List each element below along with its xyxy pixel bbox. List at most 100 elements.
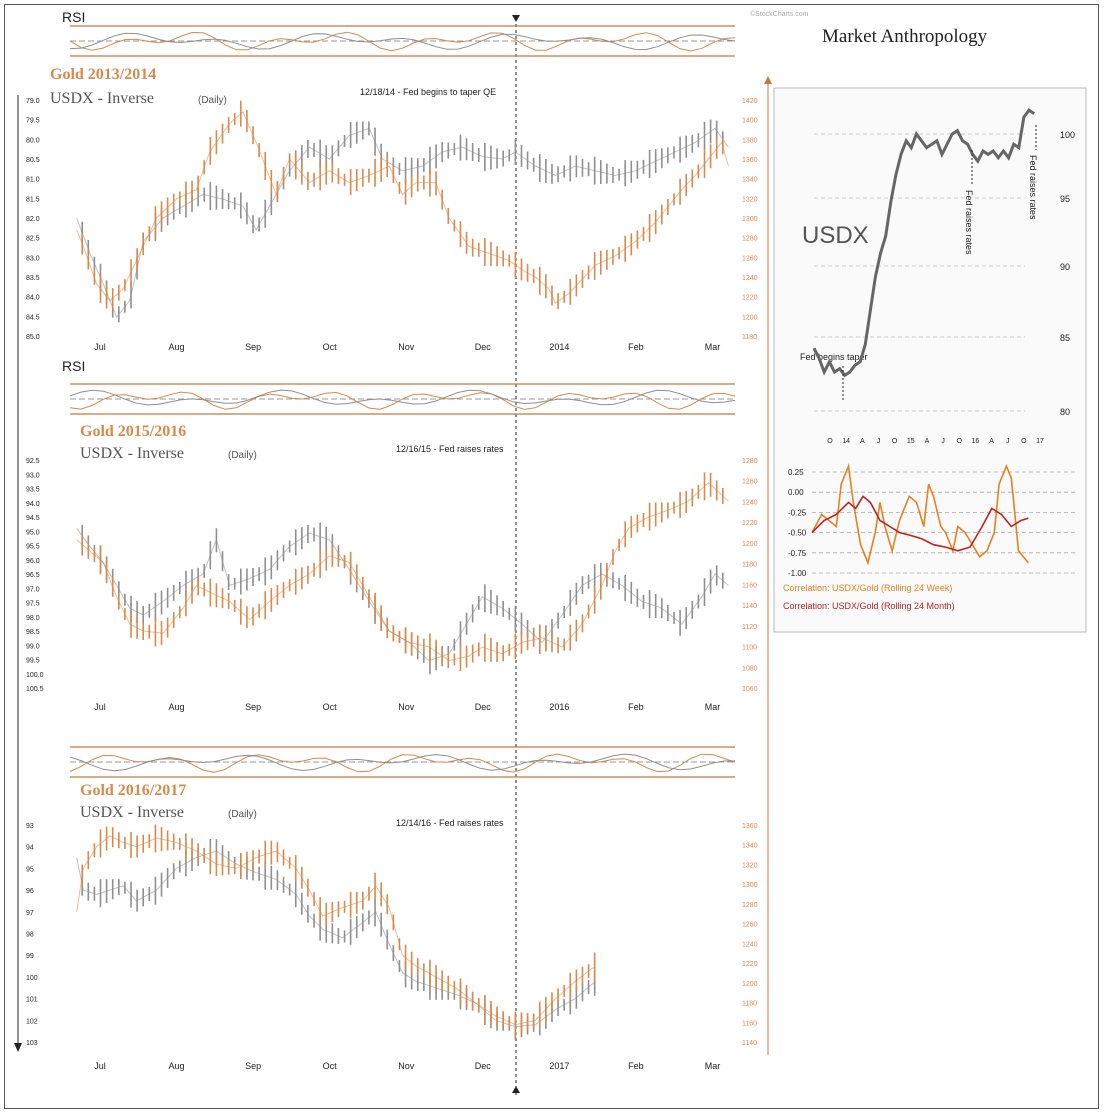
corr-y-tick: 0.25 bbox=[788, 468, 804, 477]
brand-title: Market Anthropology bbox=[822, 26, 988, 47]
usdx-line bbox=[76, 850, 596, 1028]
month-tick-label: 2014 bbox=[549, 342, 569, 352]
gold-tick-label: 1200 bbox=[742, 541, 758, 548]
panel2-annotation: 12/16/15 - Fed raises rates bbox=[396, 444, 504, 454]
panel3-title-daily: (Daily) bbox=[228, 809, 257, 820]
month-tick-label: Aug bbox=[169, 1061, 185, 1071]
usdx-tick-label: 100.5 bbox=[26, 686, 44, 693]
month-tick-label: Dec bbox=[475, 702, 492, 712]
usdx-x-tick: J bbox=[941, 438, 945, 445]
gold-tick-label: 1300 bbox=[742, 882, 758, 889]
month-tick-label: Dec bbox=[475, 342, 492, 352]
corr-week-line bbox=[811, 462, 1029, 566]
gold-tick-label: 1280 bbox=[742, 236, 758, 243]
usdx-y-tick: 90 bbox=[1060, 262, 1070, 272]
event-top-marker bbox=[512, 15, 520, 22]
gold-tick-label: 1100 bbox=[742, 645, 757, 652]
rsi-gold-line bbox=[69, 391, 736, 410]
usdx-tick-label: 80.5 bbox=[26, 157, 40, 164]
usdx-x-tick: 17 bbox=[1036, 438, 1044, 445]
gold-tick-label: 1140 bbox=[742, 603, 757, 610]
gold-tick-label: 1180 bbox=[742, 562, 757, 569]
usdx-tick-label: 84.0 bbox=[26, 295, 40, 302]
usdx-tick-label: 83.0 bbox=[26, 255, 40, 262]
usdx-tick-label: 82.5 bbox=[26, 236, 40, 243]
usdx-tick-label: 97.0 bbox=[26, 586, 40, 593]
gold-tick-label: 1360 bbox=[742, 823, 758, 830]
usdx-tick-label: 102 bbox=[26, 1018, 38, 1025]
gold-tick-label: 1260 bbox=[742, 922, 758, 929]
usdx-tick-label: 93.0 bbox=[26, 472, 40, 479]
gold-tick-label: 1260 bbox=[742, 255, 758, 262]
usdx-x-tick: J bbox=[1006, 438, 1010, 445]
usdx-x-tick: 15 bbox=[907, 438, 915, 445]
usdx-tick-label: 96 bbox=[26, 888, 34, 895]
usdx-taper-annotation: Fed begins taper bbox=[800, 352, 868, 362]
usdx-tick-label: 99.5 bbox=[26, 658, 40, 665]
panel1-title-usdx: USDX - Inverse bbox=[50, 90, 154, 107]
watermark: ©StockCharts.com bbox=[750, 10, 809, 18]
usdx-x-tick: J bbox=[877, 438, 881, 445]
inset-box bbox=[773, 87, 1087, 633]
panel3-title-usdx: USDX - Inverse bbox=[80, 804, 184, 821]
usdx-tick-label: 94.5 bbox=[26, 515, 40, 522]
gold-line bbox=[76, 110, 729, 304]
corr-y-tick: -0.50 bbox=[788, 529, 807, 538]
panel1-annotation: 12/18/14 - Fed begins to taper QE bbox=[360, 87, 496, 97]
usdx-tick-label: 100 bbox=[26, 975, 38, 982]
usdx-tick-label: 82.0 bbox=[26, 216, 40, 223]
gold-line bbox=[76, 835, 596, 1026]
usdx-x-tick: 14 bbox=[842, 438, 850, 445]
usdx-x-tick: 16 bbox=[971, 438, 979, 445]
month-tick-label: Sep bbox=[245, 1061, 261, 1071]
usdx-tick-label: 95.5 bbox=[26, 544, 40, 551]
usdx-tick-label: 98.5 bbox=[26, 629, 40, 636]
corr-y-tick: -0.75 bbox=[788, 549, 807, 558]
usdx-tick-label: 81.0 bbox=[26, 177, 40, 184]
usdx-tick-label: 96.5 bbox=[26, 572, 40, 579]
month-tick-label: Jul bbox=[94, 702, 106, 712]
usdx-tick-label: 92.5 bbox=[26, 458, 40, 465]
corr-month-line bbox=[811, 495, 1029, 552]
gold-tick-label: 1240 bbox=[742, 499, 758, 506]
gold-tick-label: 1080 bbox=[742, 665, 758, 672]
month-tick-label: Sep bbox=[245, 702, 261, 712]
month-tick-label: Aug bbox=[169, 702, 185, 712]
usdx-tick-label: 81.5 bbox=[26, 196, 40, 203]
arrow-up-icon bbox=[764, 76, 772, 84]
month-tick-label: Oct bbox=[323, 1061, 338, 1071]
panel1-title-gold: Gold 2013/2014 bbox=[50, 66, 156, 83]
gold-tick-label: 1420 bbox=[742, 98, 758, 105]
usdx-line bbox=[76, 127, 729, 319]
usdx-tick-label: 95.0 bbox=[26, 529, 40, 536]
usdx-raise-annotation-1: Fed raises rates bbox=[964, 190, 974, 255]
usdx-tick-label: 94.0 bbox=[26, 501, 40, 508]
gold-tick-label: 1120 bbox=[742, 624, 757, 631]
gold-tick-label: 1280 bbox=[742, 902, 758, 909]
gold-tick-label: 1220 bbox=[742, 520, 758, 527]
corr-legend-month: Correlation: USDX/Gold (Rolling 24 Month… bbox=[783, 601, 955, 611]
month-tick-label: Mar bbox=[705, 342, 721, 352]
month-tick-label: Nov bbox=[398, 1061, 415, 1071]
usdx-tick-label: 95 bbox=[26, 866, 34, 873]
chart-frame bbox=[4, 4, 1099, 1109]
corr-y-tick: -0.25 bbox=[788, 508, 807, 517]
rsi-gold-line bbox=[69, 31, 736, 52]
usdx-raise-annotation-2: Fed raises rates bbox=[1028, 155, 1038, 220]
usdx-tick-label: 93 bbox=[26, 823, 34, 830]
rsi-usdx-line bbox=[69, 32, 736, 51]
gold-tick-label: 1380 bbox=[742, 137, 758, 144]
gold-tick-label: 1180 bbox=[742, 334, 757, 341]
chart-marks: 79.0 79.5 80.0 80.5 81.0 81.5 82.0 82.5 83.0 83.5… bbox=[26, 25, 1075, 1071]
gold-tick-label: 1320 bbox=[742, 862, 758, 869]
gold-tick-label: 1340 bbox=[742, 843, 758, 850]
gold-tick-label: 1180 bbox=[742, 1001, 757, 1008]
gold-tick-label: 1140 bbox=[742, 1040, 757, 1047]
usdx-tick-label: 99.0 bbox=[26, 643, 40, 650]
month-tick-label: Oct bbox=[323, 342, 338, 352]
month-tick-label: Mar bbox=[705, 702, 721, 712]
month-tick-label: 2017 bbox=[549, 1061, 569, 1071]
panel2-title-usdx: USDX - Inverse bbox=[80, 445, 184, 462]
usdx-y-tick: 100 bbox=[1060, 130, 1075, 140]
